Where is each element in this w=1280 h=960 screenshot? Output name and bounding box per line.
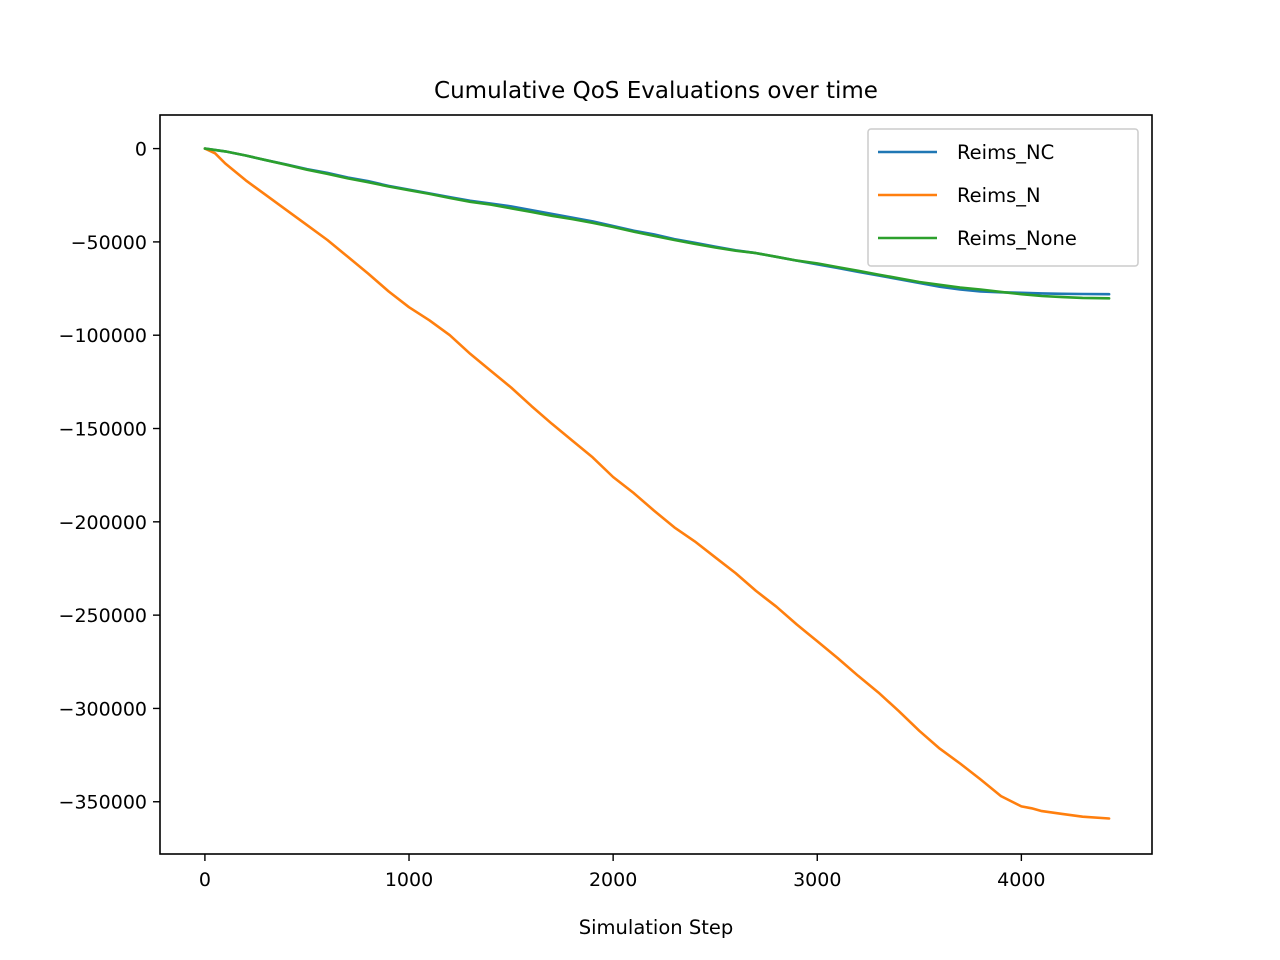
x-axis-label: Simulation Step [579,916,733,939]
plot-frame [159,114,1153,855]
x-tick-label: 0 [199,869,211,891]
y-tick-label: −150000 [59,419,147,441]
x-tick-label: 1000 [385,869,433,891]
y-tick-label: −200000 [59,512,147,534]
legend-label-reims-none: Reims_None [957,227,1077,250]
y-tick-label: −50000 [71,232,147,254]
legend-label-reims-nc: Reims_NC [957,141,1054,164]
series-layer [203,147,1111,820]
legend-box [867,128,1139,267]
y-tick-label: 0 [135,139,147,161]
y-axis: 0 −50000 −100000 −150000 −200000 −250000 −3000… [59,139,160,814]
y-tick-label: −250000 [59,605,147,627]
y-tick-label: −300000 [59,698,147,720]
x-tick-label: 4000 [997,869,1045,891]
x-tick-label: 2000 [589,869,637,891]
x-tick-label: 3000 [793,869,841,891]
series-line-reims-none [203,147,1111,300]
y-tick-label: −100000 [59,325,147,347]
x-axis: 0 1000 2000 3000 4000 [199,854,1046,891]
legend-label-reims-n: Reims_N [957,184,1041,207]
legend: Reims_NC Reims_N Reims_None [867,128,1139,267]
series-line-reims-n [203,147,1111,820]
y-tick-label: −350000 [59,792,147,814]
chart-title: Cumulative QoS Evaluations over time [434,78,878,104]
